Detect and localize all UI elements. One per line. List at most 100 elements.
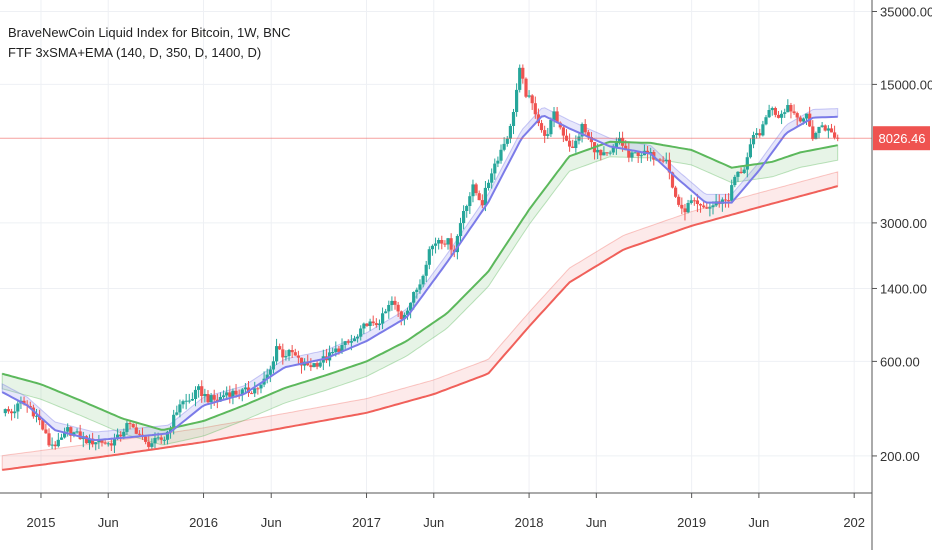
candle-150 xyxy=(468,192,472,215)
y-axis[interactable]: 35000.00 15000.00 3000.00 1400.00 600.00 200.… xyxy=(871,0,932,550)
candle-241 xyxy=(751,131,756,149)
candle-47 xyxy=(147,434,151,450)
candle-222 xyxy=(692,197,696,206)
candle-40 xyxy=(125,419,129,435)
candle-204 xyxy=(636,150,640,163)
candle-205 xyxy=(639,151,643,164)
candle-252 xyxy=(786,99,790,113)
candle-157 xyxy=(490,168,494,189)
candle-35 xyxy=(109,437,113,452)
candle-118 xyxy=(368,318,372,331)
candle-238 xyxy=(742,166,746,174)
y-tick-label-4: 1400.00 xyxy=(880,281,927,296)
candle-89 xyxy=(278,343,282,350)
candle-52 xyxy=(162,436,166,445)
candle-253 xyxy=(789,102,793,119)
candle-4 xyxy=(13,404,17,419)
candle-151 xyxy=(471,179,475,203)
candle-176 xyxy=(549,117,553,137)
candle-254 xyxy=(792,104,796,115)
candle-2 xyxy=(6,406,11,414)
candle-33 xyxy=(103,439,107,445)
candle-85 xyxy=(265,368,269,384)
line-sma-140 xyxy=(1,114,838,442)
candle-133 xyxy=(415,287,419,299)
candle-255 xyxy=(795,111,799,126)
candle-58 xyxy=(181,399,185,409)
candle-66 xyxy=(206,390,210,405)
candle-227 xyxy=(708,203,712,217)
grid-lines xyxy=(0,0,872,493)
last-price-label: 8026.46 xyxy=(879,131,926,146)
candle-234 xyxy=(730,179,734,202)
candle-121 xyxy=(377,319,381,331)
candle-27 xyxy=(84,435,88,444)
candle-181 xyxy=(564,129,569,142)
candle-100 xyxy=(312,362,316,368)
x-tick-label-10: 202 xyxy=(843,515,865,530)
candle-73 xyxy=(228,385,232,404)
candle-258 xyxy=(804,113,809,126)
candle-126 xyxy=(393,296,397,310)
candle-138 xyxy=(430,244,434,256)
candle-95 xyxy=(296,350,300,366)
candle-86 xyxy=(268,365,272,383)
y-tick-label-6: 200.00 xyxy=(880,449,920,464)
candle-248 xyxy=(773,106,777,118)
candle-262 xyxy=(817,126,821,139)
candle-158 xyxy=(493,158,497,180)
candle-83 xyxy=(259,384,263,394)
x-axis[interactable]: 2015 Jun 2016 Jun 2017 Jun 2018 Jun 2019 Jun 202 xyxy=(0,492,872,530)
last-price-line: 8026.46 xyxy=(0,126,930,151)
candle-111 xyxy=(346,339,350,345)
candle-135 xyxy=(421,274,425,288)
x-tick-label-4: 2017 xyxy=(352,515,381,530)
candle-65 xyxy=(203,388,207,403)
candle-235 xyxy=(733,174,737,188)
candle-152 xyxy=(474,182,478,196)
candle-219 xyxy=(683,203,687,221)
candle-233 xyxy=(727,193,731,208)
candle-143 xyxy=(446,237,450,250)
indicator-label[interactable]: FTF 3xSMA+EMA (140, D, 350, D, 1400, D) xyxy=(8,45,262,60)
candle-169 xyxy=(527,90,531,99)
candle-225 xyxy=(702,201,706,209)
candle-153 xyxy=(477,190,481,201)
candle-218 xyxy=(680,197,684,215)
candle-90 xyxy=(281,343,285,365)
candle-5 xyxy=(16,399,20,419)
x-tick-label-6: 2018 xyxy=(515,515,544,530)
candle-183 xyxy=(571,139,575,149)
candle-93 xyxy=(290,345,294,358)
candle-267 xyxy=(833,125,837,140)
candle-217 xyxy=(677,194,681,207)
candle-213 xyxy=(664,152,668,164)
x-tick-label-2: 2016 xyxy=(189,515,218,530)
candle-110 xyxy=(343,340,347,349)
x-tick-label-9: Jun xyxy=(748,515,769,530)
x-tick-label-7: Jun xyxy=(586,515,607,530)
candle-161 xyxy=(502,137,506,152)
candle-139 xyxy=(434,237,438,254)
candle-242 xyxy=(755,128,759,139)
candle-245 xyxy=(764,115,768,126)
candle-237 xyxy=(739,167,743,174)
candle-136 xyxy=(424,260,428,283)
candle-92 xyxy=(287,348,291,361)
candle-212 xyxy=(661,156,665,164)
candle-170 xyxy=(530,94,534,110)
candle-149 xyxy=(465,204,469,218)
candle-220 xyxy=(686,199,690,214)
candle-91 xyxy=(284,350,288,361)
candle-127 xyxy=(396,301,400,317)
y-tick-label-5: 600.00 xyxy=(880,354,920,369)
candle-194 xyxy=(605,152,609,156)
candle-34 xyxy=(106,441,110,447)
candle-71 xyxy=(222,390,226,400)
candle-36 xyxy=(112,433,117,454)
candle-99 xyxy=(309,358,313,371)
candle-147 xyxy=(458,217,463,243)
candle-177 xyxy=(552,107,556,128)
